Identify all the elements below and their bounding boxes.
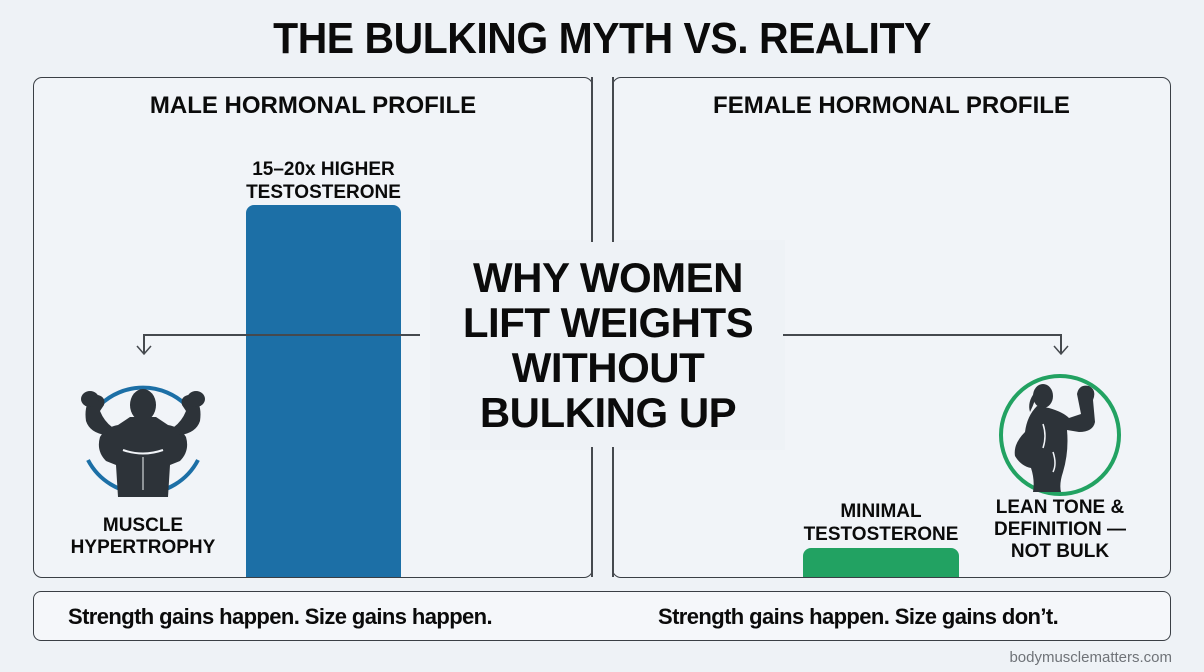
divider-line <box>591 447 593 577</box>
divider-line <box>612 77 614 242</box>
female-testosterone-bar <box>803 548 959 577</box>
center-heading-line: WITHOUT <box>511 344 705 391</box>
watermark: bodymusclematters.com <box>1009 649 1172 666</box>
connector-line-right <box>783 334 1061 336</box>
male-outcome-caption: MUSCLE HYPERTROPHY <box>48 515 238 559</box>
female-panel-title: FEMALE HORMONAL PROFILE <box>713 92 1070 119</box>
flexing-woman-icon <box>999 374 1121 496</box>
female-bar-label: MINIMAL TESTOSTERONE <box>776 500 986 546</box>
center-heading-line: WHY WOMEN <box>472 254 744 301</box>
male-panel-title: MALE HORMONAL PROFILE <box>149 92 477 119</box>
center-heading-line: LIFT WEIGHTS <box>462 299 754 346</box>
arrow-down-icon <box>1053 345 1069 356</box>
female-bar-label-line-2: TESTOSTERONE <box>803 524 959 545</box>
center-divider-gap <box>430 240 785 450</box>
male-caption-line: MUSCLE <box>102 515 184 536</box>
female-caption-line: DEFINITION — <box>994 519 1126 540</box>
connector-line-left <box>143 334 420 336</box>
male-bar-label-line-1: 15–20x HIGHER <box>252 159 395 180</box>
female-caption-line: NOT BULK <box>1010 541 1110 562</box>
connector-drop-right <box>1060 334 1062 354</box>
female-caption-line: LEAN TONE & <box>995 497 1125 518</box>
center-heading-line: BULKING UP <box>479 389 737 436</box>
male-bar-label-line-2: TESTOSTERONE <box>246 182 401 203</box>
male-summary: Strength gains happen. Size gains happen… <box>68 604 493 629</box>
female-bar-label-line-1: MINIMAL <box>840 501 922 522</box>
male-bar-label: 15–20x HIGHER TESTOSTERONE <box>216 158 431 204</box>
page-title: THE BULKING MYTH VS. REALITY <box>273 14 931 63</box>
female-summary: Strength gains happen. Size gains don’t. <box>658 604 1059 629</box>
summary-strip: Strength gains happen. Size gains happen… <box>33 591 1171 641</box>
flexing-man-icon <box>81 385 205 497</box>
divider-line <box>612 447 614 577</box>
male-testosterone-bar <box>246 205 401 577</box>
center-heading: WHY WOMEN LIFT WEIGHTS WITHOUT BULKING U… <box>420 255 796 435</box>
male-caption-line: HYPERTROPHY <box>70 537 216 558</box>
female-outcome-caption: LEAN TONE & DEFINITION — NOT BULK <box>975 497 1145 563</box>
divider-line <box>591 77 593 242</box>
arrow-down-icon <box>136 345 152 356</box>
connector-drop-left <box>143 334 145 354</box>
